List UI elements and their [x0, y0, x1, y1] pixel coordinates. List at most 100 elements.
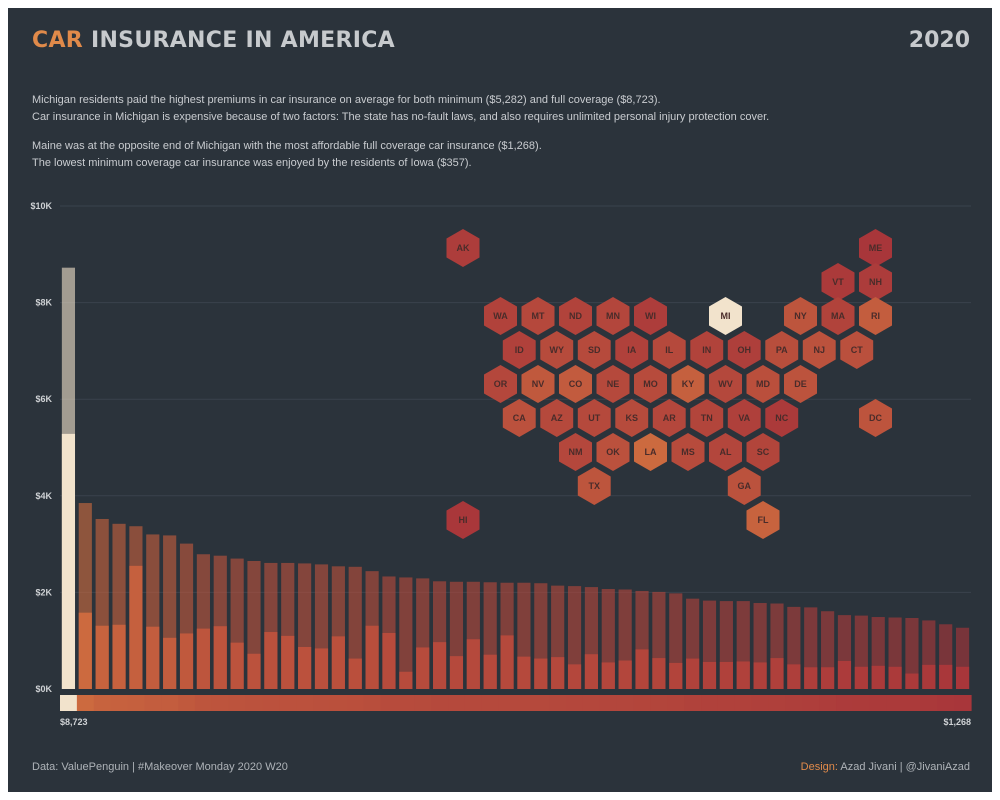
- state-hex-ct: [840, 331, 874, 369]
- color-scale-segment: [498, 695, 517, 711]
- state-hex-ny: [784, 297, 817, 335]
- state-label-al: AL: [720, 447, 732, 457]
- minimum-coverage-bar: [534, 658, 548, 689]
- state-label-tx: TX: [588, 481, 600, 491]
- state-label-nv: NV: [532, 379, 545, 389]
- color-scale-segment: [869, 695, 888, 711]
- color-scale-segment: [852, 695, 871, 711]
- minimum-coverage-bar: [314, 648, 329, 689]
- state-hex-nj: [802, 331, 836, 369]
- color-scale-segment: [734, 695, 753, 711]
- state-hex-ok: [596, 433, 630, 471]
- state-label-wy: WY: [550, 345, 565, 355]
- description-line: Michigan residents paid the highest prem…: [32, 94, 661, 106]
- minimum-coverage-bar: [618, 660, 632, 689]
- state-label-me: ME: [869, 243, 883, 253]
- color-scale-segment: [397, 695, 415, 711]
- state-label-tn: TN: [701, 413, 713, 423]
- minimum-coverage-bar: [213, 626, 227, 689]
- state-hex-md: [746, 365, 780, 403]
- color-scale-segment: [414, 695, 432, 711]
- minimum-coverage-bar: [146, 626, 160, 689]
- color-scale-segment: [464, 695, 483, 711]
- color-scale-segment: [701, 695, 719, 711]
- minimum-coverage-bar: [770, 658, 784, 689]
- description-line: Car insurance in Michigan is expensive b…: [32, 111, 770, 123]
- description-paragraph-2: Maine was at the opposite end of Michiga…: [32, 138, 972, 172]
- state-hex-wa: [484, 297, 517, 335]
- state-hex-co: [559, 365, 592, 403]
- state-label-il: IL: [665, 345, 674, 355]
- state-label-in: IN: [702, 345, 711, 355]
- state-label-wa: WA: [493, 311, 508, 321]
- state-hex-vt: [821, 263, 855, 301]
- minimum-coverage-bar: [787, 664, 801, 689]
- state-label-az: AZ: [551, 413, 563, 423]
- state-label-vt: VT: [832, 277, 844, 287]
- color-scale-segment: [616, 695, 635, 711]
- y-tick-label: $4K: [35, 491, 52, 501]
- color-scale-segment: [785, 695, 803, 711]
- color-scale-segment: [245, 695, 264, 711]
- state-label-hi: HI: [459, 515, 468, 525]
- state-label-ok: OK: [606, 447, 620, 457]
- color-scale-segment: [161, 695, 179, 711]
- state-label-nh: NH: [869, 277, 882, 287]
- infographic-panel: CAR INSURANCE IN AMERICA 2020 Michigan r…: [8, 8, 992, 792]
- state-label-id: ID: [515, 345, 525, 355]
- state-label-mn: MN: [606, 311, 620, 321]
- minimum-coverage-bar: [196, 628, 210, 689]
- minimum-coverage-bar: [702, 661, 717, 689]
- color-scale-segment: [481, 695, 500, 711]
- minimum-coverage-bar: [163, 637, 177, 689]
- state-label-or: OR: [494, 379, 508, 389]
- color-scale-segment: [836, 695, 854, 711]
- state-label-va: VA: [738, 413, 750, 423]
- state-hex-ia: [615, 331, 649, 369]
- state-label-wi: WI: [645, 311, 656, 321]
- state-label-mi: MI: [721, 311, 731, 321]
- minimum-coverage-bar: [348, 658, 362, 689]
- minimum-coverage-bar: [416, 647, 430, 689]
- state-hex-az: [540, 399, 574, 437]
- state-hex-wv: [709, 365, 742, 403]
- full-coverage-bar: [905, 617, 919, 689]
- state-hex-fl: [746, 501, 780, 539]
- minimum-coverage-bar: [837, 660, 852, 689]
- insurance-chart: $0K $2K $4K $6K $8K $10K $8,723 $1,268 AK ME VT NH W…: [30, 201, 972, 727]
- y-tick-label: $6K: [35, 394, 52, 404]
- state-hex-nv: [521, 365, 555, 403]
- color-scale-segment: [194, 695, 213, 711]
- color-scale-segment: [76, 695, 95, 711]
- state-hex-oh: [727, 331, 761, 369]
- color-scale-segment: [363, 695, 382, 711]
- state-hex-wi: [634, 297, 667, 335]
- scale-min-label: $1,268: [943, 717, 971, 727]
- state-hex-sc: [746, 433, 780, 471]
- state-hex-ut: [577, 399, 611, 437]
- state-hex-me: [859, 229, 892, 267]
- state-label-oh: OH: [738, 345, 752, 355]
- state-label-ak: AK: [457, 243, 470, 253]
- color-scale-segment: [313, 695, 331, 711]
- color-scale-segment: [937, 695, 955, 711]
- minimum-coverage-bar: [601, 662, 615, 689]
- minimum-coverage-bar: [78, 612, 92, 689]
- color-scale-segment: [110, 695, 129, 711]
- color-scale-segment: [211, 695, 230, 711]
- minimum-coverage-bar: [500, 635, 514, 689]
- state-label-sc: SC: [757, 447, 770, 457]
- minimum-coverage-bar: [635, 649, 649, 689]
- color-scale-segment: [279, 695, 297, 711]
- state-hex-ga: [727, 467, 761, 505]
- state-hex-ma: [821, 297, 855, 335]
- state-hex-ak: [446, 229, 480, 267]
- state-label-ky: KY: [682, 379, 695, 389]
- minimum-coverage-bar: [567, 664, 582, 689]
- color-scale-segment: [60, 695, 78, 711]
- full-coverage-bar: [567, 586, 582, 689]
- color-scale-segment: [684, 695, 702, 711]
- designer-name: Azad Jivani | @JivaniAzad: [837, 761, 970, 773]
- minimum-coverage-bar: [433, 642, 447, 689]
- state-label-ny: NY: [794, 311, 807, 321]
